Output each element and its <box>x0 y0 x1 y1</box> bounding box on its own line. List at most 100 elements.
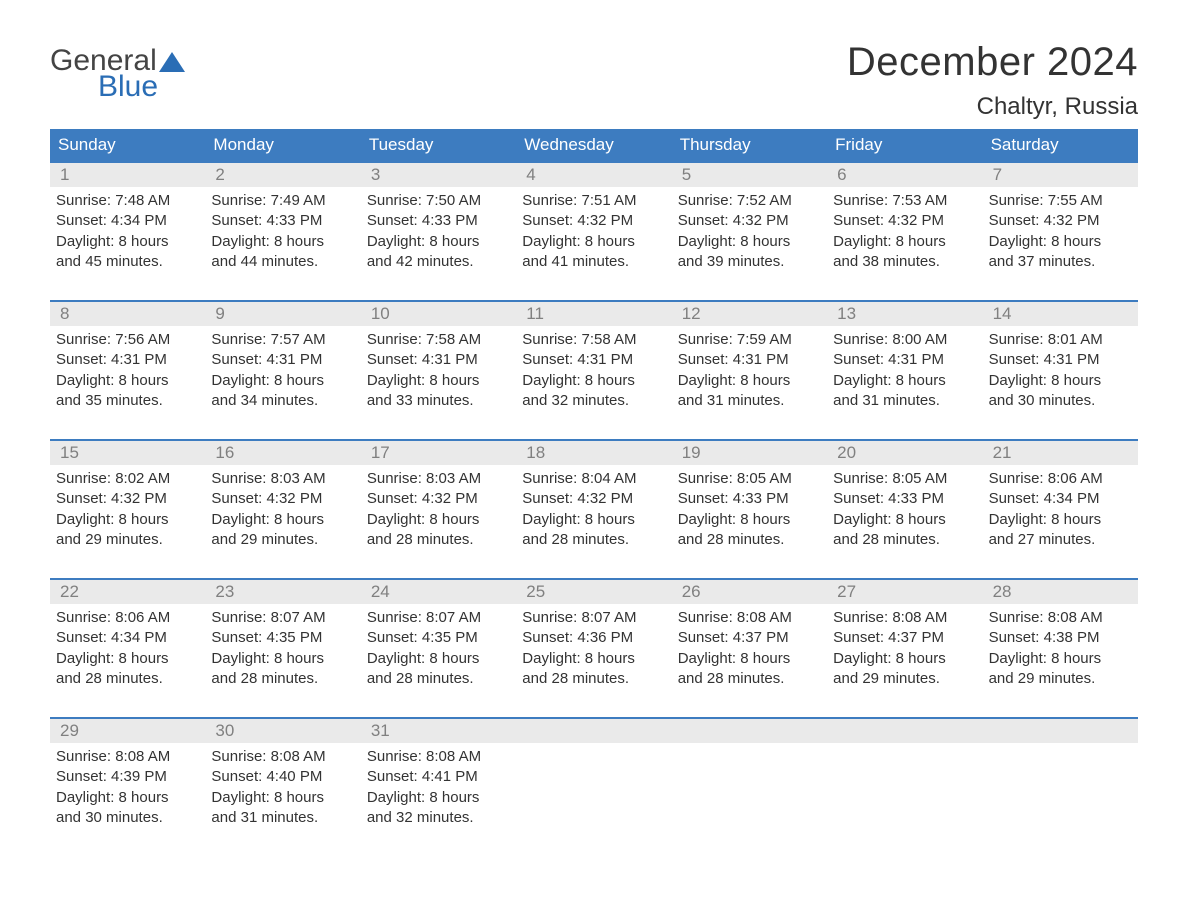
day-cell: 3Sunrise: 7:50 AMSunset: 4:33 PMDaylight… <box>361 163 516 282</box>
day-cell: 27Sunrise: 8:08 AMSunset: 4:37 PMDayligh… <box>827 580 982 699</box>
sunset-line: Sunset: 4:32 PM <box>367 489 510 509</box>
day-number: 21 <box>987 443 1134 463</box>
daylight-line: and 34 minutes. <box>211 391 354 411</box>
day-cell: 23Sunrise: 8:07 AMSunset: 4:35 PMDayligh… <box>205 580 360 699</box>
day-number-strip: 2 <box>205 163 360 187</box>
day-number-strip: 25 <box>516 580 671 604</box>
day-number-strip: 12 <box>672 302 827 326</box>
daylight-line: Daylight: 8 hours <box>56 788 199 808</box>
month-title: December 2024 <box>847 40 1138 85</box>
day-number-strip: 17 <box>361 441 516 465</box>
day-number: 31 <box>365 721 512 741</box>
day-number: 22 <box>54 582 201 602</box>
day-number: 13 <box>831 304 978 324</box>
day-number: 27 <box>831 582 978 602</box>
daylight-line: and 32 minutes. <box>367 808 510 828</box>
sunrise-line: Sunrise: 7:48 AM <box>56 191 199 211</box>
location: Chaltyr, Russia <box>847 93 1138 121</box>
day-number-strip: 6 <box>827 163 982 187</box>
daylight-line: and 42 minutes. <box>367 252 510 272</box>
daylight-line: and 32 minutes. <box>522 391 665 411</box>
day-number: 6 <box>831 165 978 185</box>
day-cell: 28Sunrise: 8:08 AMSunset: 4:38 PMDayligh… <box>983 580 1138 699</box>
weekday-cell-sat: Saturday <box>983 129 1138 161</box>
weekday-cell-wed: Wednesday <box>516 129 671 161</box>
day-cell: 26Sunrise: 8:08 AMSunset: 4:37 PMDayligh… <box>672 580 827 699</box>
page-header: General Blue December 2024 Chaltyr, Russ… <box>50 40 1138 121</box>
sunrise-line: Sunrise: 7:49 AM <box>211 191 354 211</box>
day-number-strip: 30 <box>205 719 360 743</box>
daylight-line: and 37 minutes. <box>989 252 1132 272</box>
day-number-strip: 7 <box>983 163 1138 187</box>
day-number: 24 <box>365 582 512 602</box>
day-number-strip: 9 <box>205 302 360 326</box>
day-number-strip: 29 <box>50 719 205 743</box>
day-cell: 24Sunrise: 8:07 AMSunset: 4:35 PMDayligh… <box>361 580 516 699</box>
day-number: 20 <box>831 443 978 463</box>
day-number: 26 <box>676 582 823 602</box>
day-number: 5 <box>676 165 823 185</box>
day-number-strip: 16 <box>205 441 360 465</box>
day-number-strip: 11 <box>516 302 671 326</box>
sunset-line: Sunset: 4:35 PM <box>211 628 354 648</box>
sunrise-line: Sunrise: 8:07 AM <box>522 608 665 628</box>
day-number-strip: 13 <box>827 302 982 326</box>
daylight-line: Daylight: 8 hours <box>522 232 665 252</box>
daylight-line: Daylight: 8 hours <box>678 371 821 391</box>
daylight-line: Daylight: 8 hours <box>211 649 354 669</box>
weekday-cell-thu: Thursday <box>672 129 827 161</box>
daylight-line: and 28 minutes. <box>56 669 199 689</box>
day-number: 4 <box>520 165 667 185</box>
sunrise-line: Sunrise: 7:55 AM <box>989 191 1132 211</box>
sunrise-line: Sunrise: 8:05 AM <box>678 469 821 489</box>
daylight-line: and 41 minutes. <box>522 252 665 272</box>
day-cell: 11Sunrise: 7:58 AMSunset: 4:31 PMDayligh… <box>516 302 671 421</box>
day-number: 11 <box>520 304 667 324</box>
day-cell: 16Sunrise: 8:03 AMSunset: 4:32 PMDayligh… <box>205 441 360 560</box>
day-number-strip: 19 <box>672 441 827 465</box>
week-row: 8Sunrise: 7:56 AMSunset: 4:31 PMDaylight… <box>50 300 1138 421</box>
daylight-line: Daylight: 8 hours <box>56 649 199 669</box>
day-cell: 12Sunrise: 7:59 AMSunset: 4:31 PMDayligh… <box>672 302 827 421</box>
daylight-line: and 29 minutes. <box>833 669 976 689</box>
sunrise-line: Sunrise: 8:02 AM <box>56 469 199 489</box>
day-number-strip: 23 <box>205 580 360 604</box>
day-number: 14 <box>987 304 1134 324</box>
day-number-strip: . <box>983 719 1138 743</box>
day-number: 19 <box>676 443 823 463</box>
sunrise-line: Sunrise: 7:58 AM <box>522 330 665 350</box>
sunrise-line: Sunrise: 7:50 AM <box>367 191 510 211</box>
week-row: 1Sunrise: 7:48 AMSunset: 4:34 PMDaylight… <box>50 161 1138 282</box>
weekday-cell-fri: Friday <box>827 129 982 161</box>
daylight-line: Daylight: 8 hours <box>367 232 510 252</box>
day-number-strip: 4 <box>516 163 671 187</box>
day-number-strip: 8 <box>50 302 205 326</box>
day-number: 29 <box>54 721 201 741</box>
day-number-strip: 26 <box>672 580 827 604</box>
day-number-strip: 24 <box>361 580 516 604</box>
day-number: 17 <box>365 443 512 463</box>
day-number-strip: 1 <box>50 163 205 187</box>
daylight-line: Daylight: 8 hours <box>833 649 976 669</box>
day-cell: 9Sunrise: 7:57 AMSunset: 4:31 PMDaylight… <box>205 302 360 421</box>
week-row: 15Sunrise: 8:02 AMSunset: 4:32 PMDayligh… <box>50 439 1138 560</box>
sunset-line: Sunset: 4:33 PM <box>833 489 976 509</box>
weekday-header-row: Sunday Monday Tuesday Wednesday Thursday… <box>50 129 1138 161</box>
daylight-line: and 28 minutes. <box>833 530 976 550</box>
day-cell: 2Sunrise: 7:49 AMSunset: 4:33 PMDaylight… <box>205 163 360 282</box>
daylight-line: Daylight: 8 hours <box>833 232 976 252</box>
day-cell: 6Sunrise: 7:53 AMSunset: 4:32 PMDaylight… <box>827 163 982 282</box>
sunrise-line: Sunrise: 7:56 AM <box>56 330 199 350</box>
weekday-cell-tue: Tuesday <box>361 129 516 161</box>
daylight-line: Daylight: 8 hours <box>367 371 510 391</box>
day-cell: 29Sunrise: 8:08 AMSunset: 4:39 PMDayligh… <box>50 719 205 838</box>
day-number: 23 <box>209 582 356 602</box>
daylight-line: Daylight: 8 hours <box>989 510 1132 530</box>
daylight-line: Daylight: 8 hours <box>56 371 199 391</box>
daylight-line: Daylight: 8 hours <box>367 649 510 669</box>
daylight-line: Daylight: 8 hours <box>989 371 1132 391</box>
daylight-line: Daylight: 8 hours <box>678 649 821 669</box>
sunset-line: Sunset: 4:34 PM <box>56 628 199 648</box>
sunrise-line: Sunrise: 8:06 AM <box>56 608 199 628</box>
daylight-line: and 39 minutes. <box>678 252 821 272</box>
